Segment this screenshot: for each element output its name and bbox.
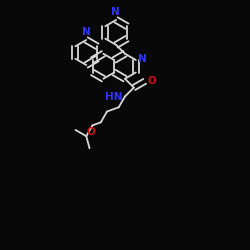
Text: N: N	[110, 7, 119, 17]
Text: O: O	[87, 127, 96, 137]
Text: N: N	[138, 54, 147, 64]
Text: N: N	[82, 27, 90, 37]
Text: O: O	[147, 76, 156, 86]
Text: HN: HN	[106, 92, 123, 102]
